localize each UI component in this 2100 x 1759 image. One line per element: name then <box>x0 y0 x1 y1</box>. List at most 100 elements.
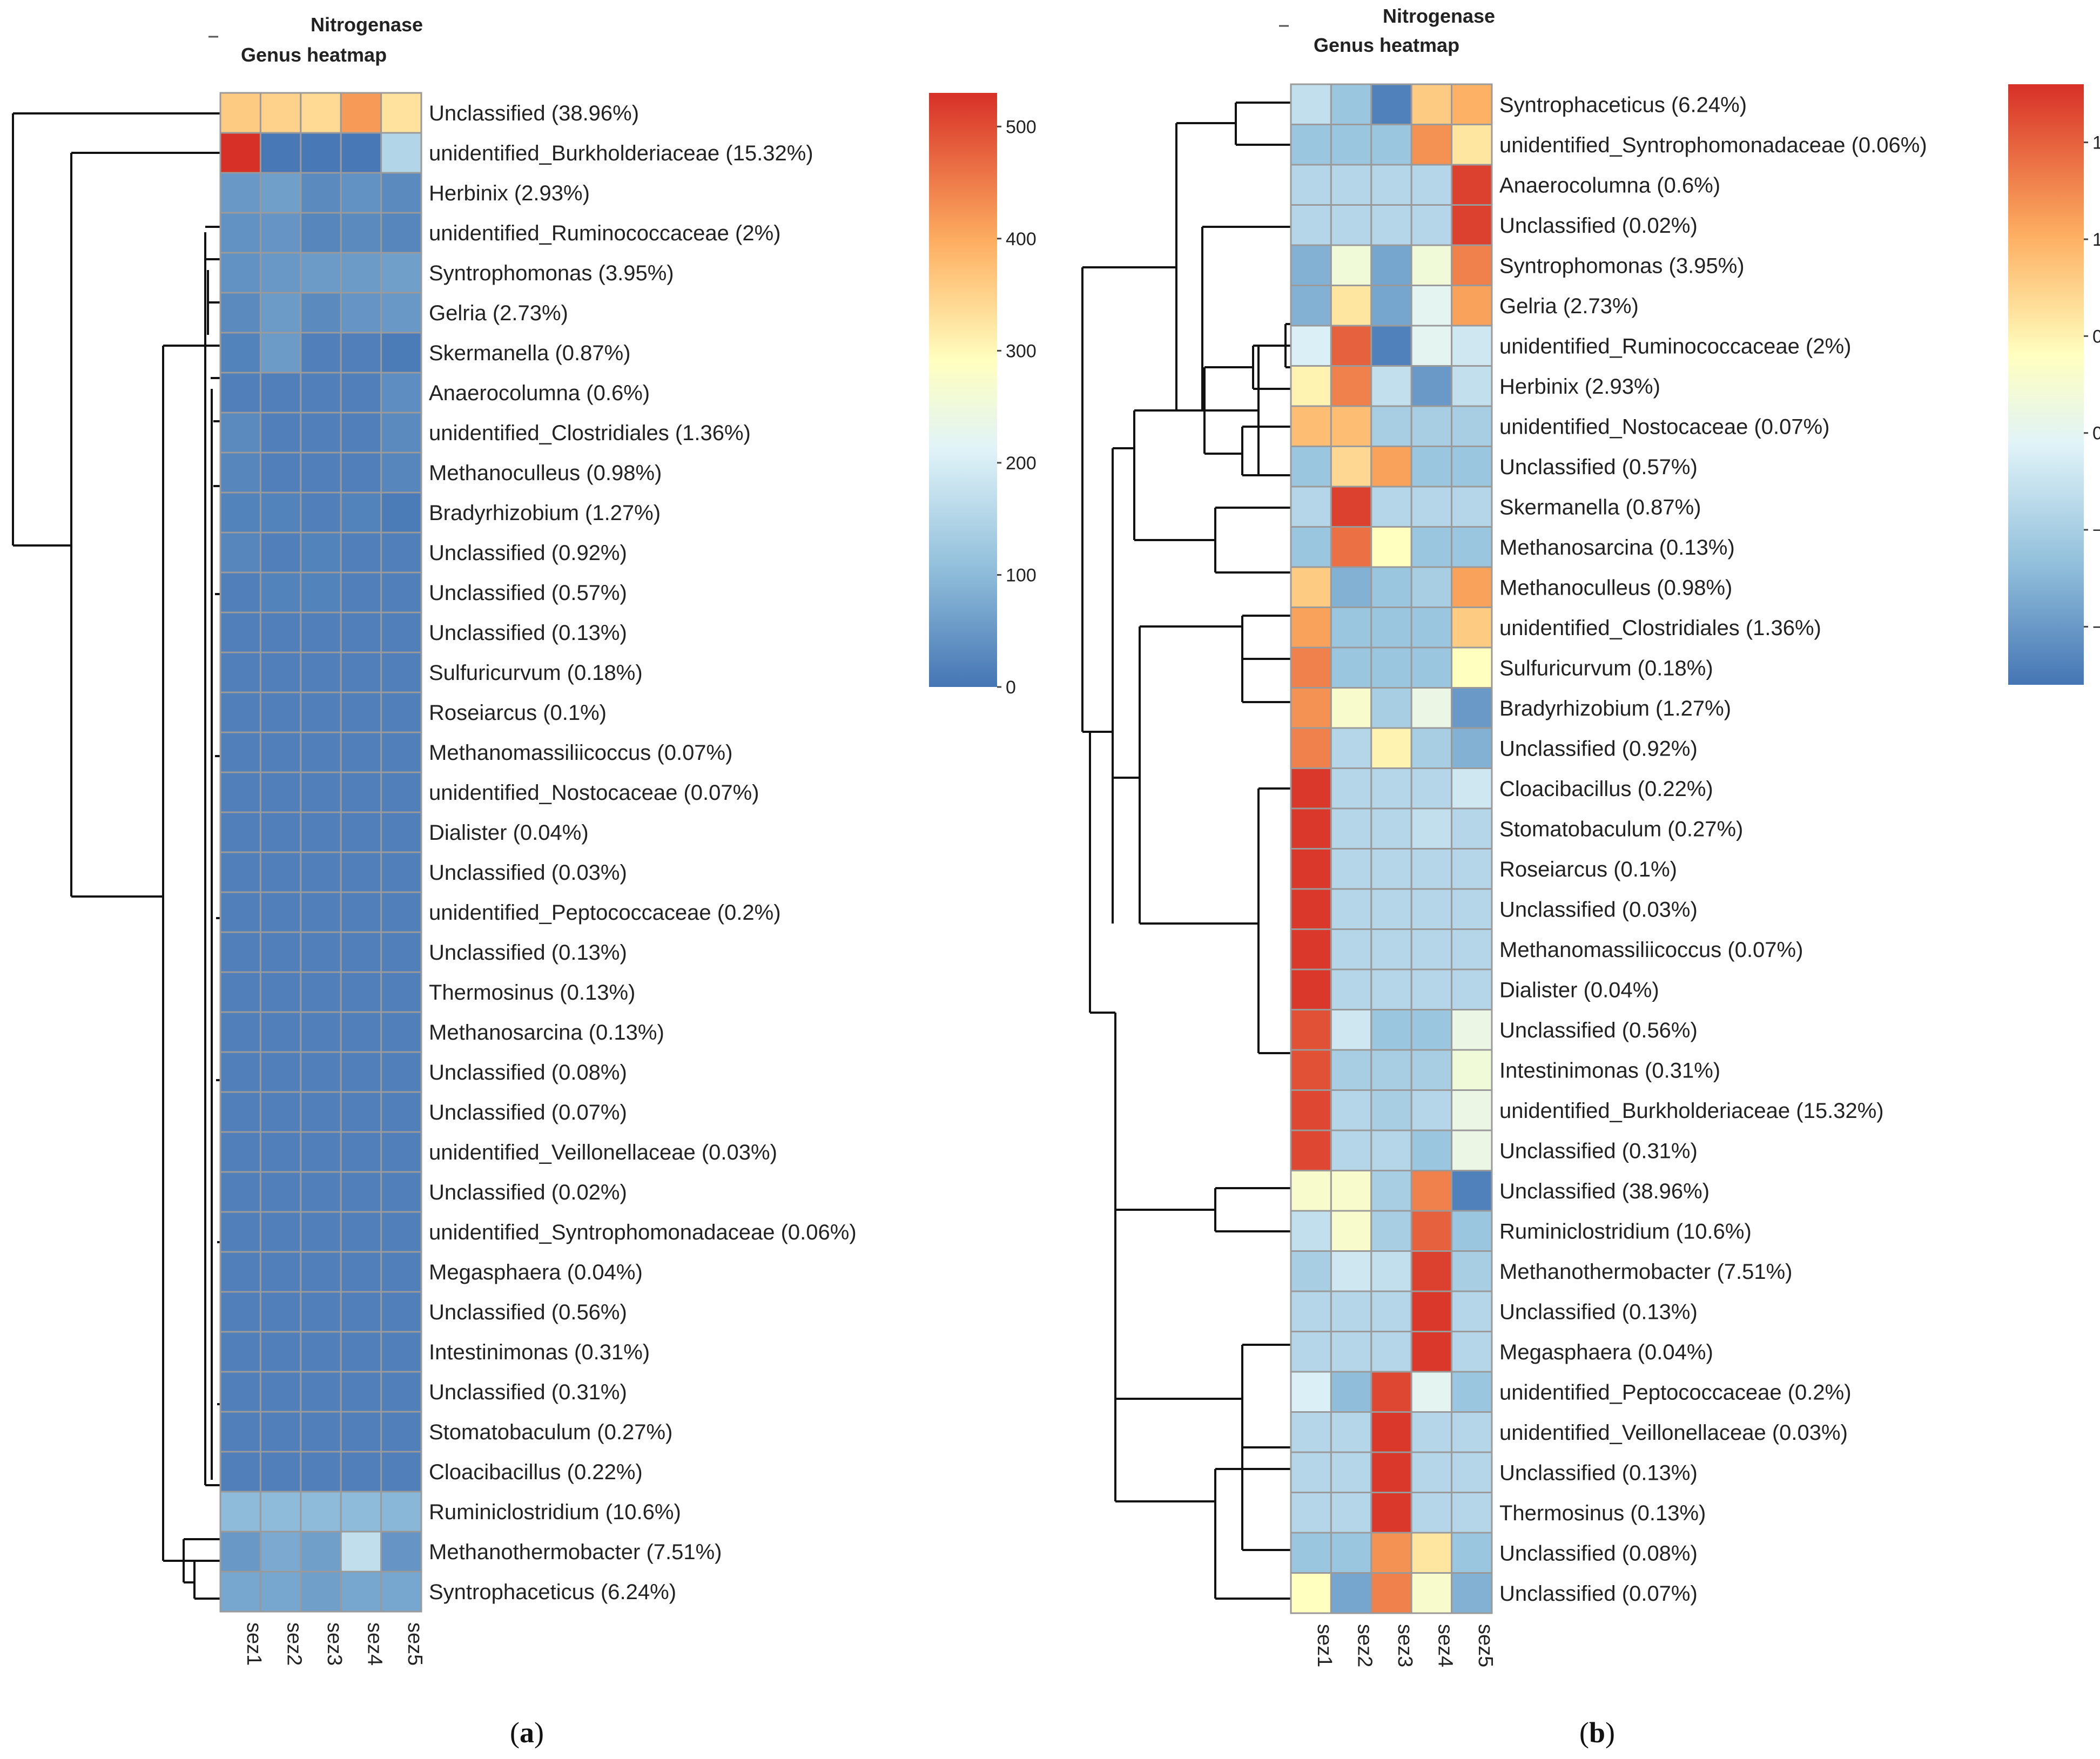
panel-b-cell <box>1451 405 1493 447</box>
panel-a-cell <box>219 691 261 733</box>
panel-a-cell <box>300 332 342 374</box>
panel-a-heatmap: Unclassified (38.96%) unidentified_Burkho… <box>219 92 1036 1666</box>
panel-a-cell <box>259 1211 302 1253</box>
panel-b-cell <box>1370 1250 1412 1292</box>
panel-b-cell <box>1370 1411 1412 1453</box>
panel-b-cell <box>1451 486 1493 528</box>
panel-a-cell <box>340 372 382 414</box>
panel-b-cell <box>1410 1451 1453 1493</box>
panel-a-cell <box>340 811 382 853</box>
panel-a-cell <box>300 132 342 174</box>
panel-b-cell <box>1330 285 1372 327</box>
panel-b-colorbar-tick-label: 1.5 <box>2092 133 2100 153</box>
panel-b-cell <box>1370 1572 1412 1614</box>
panel-a-cell <box>300 531 342 574</box>
panel-a-cell <box>259 1371 302 1413</box>
panel-a-cell <box>300 771 342 813</box>
panel-b-cell <box>1330 164 1372 206</box>
panel-b-cell <box>1370 244 1412 286</box>
panel-b-cell <box>1330 1331 1372 1373</box>
panel-a-cell <box>300 252 342 294</box>
panel-b-cell <box>1410 687 1453 729</box>
panel-a-cell <box>380 451 422 494</box>
panel-a-cell <box>380 611 422 653</box>
panel-a-cell <box>340 412 382 454</box>
panel-b-cell <box>1330 1572 1372 1614</box>
panel-a-cell <box>219 1531 261 1573</box>
panel-a-cell <box>340 1411 382 1453</box>
panel-a-cell <box>300 212 342 254</box>
panel-a-cell <box>300 1171 342 1213</box>
panel-b-cell <box>1370 405 1412 447</box>
panel-a-row-label: Syntrophomonas (3.95%) <box>429 261 674 285</box>
panel-b-cell <box>1370 365 1412 407</box>
panel-a-row-label: Ruminiclostridium (10.6%) <box>429 1500 681 1524</box>
panel-a-row-label: Unclassified (0.56%) <box>429 1300 627 1324</box>
panel-b-cell <box>1410 1009 1453 1051</box>
panel-a-row-label: Gelria (2.73%) <box>429 301 568 325</box>
panel-a-cell <box>219 571 261 614</box>
panel-a-cell <box>259 1291 302 1333</box>
panel-b-cell <box>1410 727 1453 769</box>
panel-b-row-label: Bradyrhizobium (1.27%) <box>1499 697 1731 720</box>
panel-a-row-label: unidentified_Nostocaceae (0.07%) <box>429 781 759 805</box>
panel-b-row-label: Methanothermobacter (7.51%) <box>1499 1260 1793 1284</box>
panel-b-cell <box>1290 1089 1332 1131</box>
panel-b-cell <box>1330 124 1372 166</box>
panel-a-row-label: Herbinix (2.93%) <box>429 181 590 205</box>
panel-a-cell <box>300 292 342 334</box>
panel-b-cell <box>1410 807 1453 850</box>
panel-b-cell <box>1330 365 1372 407</box>
panel-a-cell <box>259 1491 302 1533</box>
panel-b-cell <box>1370 124 1412 166</box>
panel-a-row-label: Skermanella (0.87%) <box>429 341 631 365</box>
panel-a-colorbar-tick-label: 100 <box>1006 565 1036 586</box>
panel-b-colorbar-tick-label: 1 <box>2092 230 2100 250</box>
panel-a-cell <box>219 132 261 174</box>
panel-b-cell <box>1410 1371 1453 1413</box>
panel-b-cell <box>1290 767 1332 810</box>
panel-b-cell <box>1410 968 1453 1010</box>
panel-a-cell <box>259 1131 302 1173</box>
panel-a-cell <box>219 1411 261 1453</box>
panel-b-cell <box>1451 687 1493 729</box>
panel-b-cell <box>1370 727 1412 769</box>
panel-a-cell <box>259 731 302 773</box>
panel-a-cell <box>380 172 422 214</box>
panel-a-cell <box>380 1131 422 1173</box>
panel-b-cell <box>1370 1210 1412 1252</box>
panel-a-cell <box>340 212 382 254</box>
panel-a-cell <box>219 172 261 214</box>
panel-b-row-label: Unclassified (0.02%) <box>1499 214 1698 238</box>
panel-b-cell <box>1410 1129 1453 1171</box>
panel-b-cell <box>1370 325 1412 367</box>
panel-b-row-label: unidentified_Syntrophomonadaceae (0.06%) <box>1499 133 1927 157</box>
panel-a-cell <box>300 971 342 1013</box>
panel-a-cell <box>219 1051 261 1093</box>
panel-b-cell <box>1290 526 1332 568</box>
panel-b-cell <box>1290 405 1332 447</box>
panel-b-cell <box>1410 1572 1453 1614</box>
panel-a-cell <box>380 1451 422 1493</box>
panel-a-row-label: Unclassified (0.31%) <box>429 1380 627 1404</box>
panel-b-cell <box>1330 566 1372 608</box>
panel-a-row-label: Anaerocolumna (0.6%) <box>429 381 650 405</box>
panel-b-cell <box>1370 606 1412 649</box>
panel-a-cell <box>300 1531 342 1573</box>
panel-a-column-label: sez2 <box>283 1622 306 1666</box>
panel-a-cell <box>340 92 382 134</box>
panel-b-cell <box>1451 807 1493 850</box>
panel-b-cell <box>1330 1451 1372 1493</box>
panel-b-row-label: unidentified_Peptococcaceae (0.2%) <box>1499 1380 1852 1404</box>
panel-a-cell <box>340 1571 382 1613</box>
panel-a-row-label: Roseiarcus (0.1%) <box>429 701 607 725</box>
panel-a-cell <box>380 771 422 813</box>
panel-a-colorbar-tick-label: 0 <box>1006 677 1016 698</box>
panel-b-cell <box>1290 1290 1332 1332</box>
panel-a-cell <box>300 1411 342 1453</box>
panel-b-row-label: Stomatobaculum (0.27%) <box>1499 817 1743 841</box>
panel-b-cell <box>1451 124 1493 166</box>
panel-b-cell <box>1410 244 1453 286</box>
panel-a-cell <box>259 252 302 294</box>
panel-a-colorbar <box>929 93 997 687</box>
